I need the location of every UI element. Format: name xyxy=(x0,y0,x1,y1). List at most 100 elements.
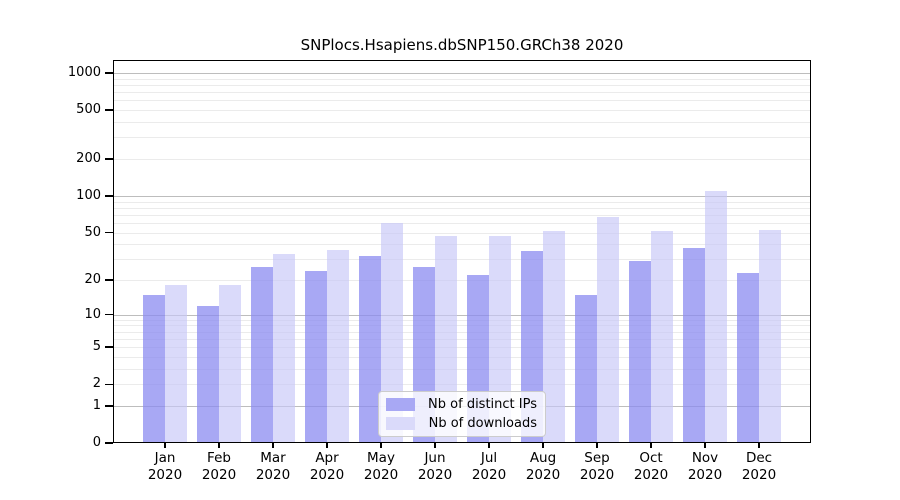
y-tick-label: 5 xyxy=(92,339,101,355)
x-tick-label: Dec 2020 xyxy=(727,450,791,484)
x-tick-month: Sep xyxy=(584,450,610,466)
grid-line-minor xyxy=(113,110,811,112)
x-tick-mark xyxy=(704,443,706,448)
grid-line-minor xyxy=(113,325,811,327)
x-tick-label: Sep 2020 xyxy=(565,450,629,484)
bar-downloads xyxy=(759,230,781,443)
x-tick-year: 2020 xyxy=(633,467,669,483)
bar-downloads xyxy=(597,217,619,443)
legend: Nb of distinct IPs Nb of downloads xyxy=(378,391,546,437)
bar-distinct-ips xyxy=(683,248,705,443)
legend-item-distinct-ips: Nb of distinct IPs xyxy=(386,395,537,414)
y-tick-mark xyxy=(105,313,113,316)
grid-line-minor xyxy=(113,137,811,139)
y-tick-mark xyxy=(105,405,113,407)
bar-downloads xyxy=(651,231,673,443)
x-tick-month: Mar xyxy=(260,450,286,466)
x-tick-mark xyxy=(488,443,490,448)
x-tick-year: 2020 xyxy=(363,467,399,483)
bar-distinct-ips xyxy=(629,260,651,443)
y-tick-label: 0 xyxy=(92,435,101,450)
bar-distinct-ips xyxy=(305,270,327,443)
x-tick-label: May 2020 xyxy=(349,450,413,484)
grid-line-minor xyxy=(113,207,811,209)
legend-swatch-downloads xyxy=(386,417,415,430)
x-tick-label: Jan 2020 xyxy=(133,450,197,484)
y-tick-label: 500 xyxy=(76,102,101,118)
y-tick-mark xyxy=(105,109,113,111)
bar-downloads xyxy=(219,285,241,443)
x-tick-mark xyxy=(380,443,382,448)
x-tick-mark xyxy=(326,443,328,448)
x-tick-month: Jul xyxy=(480,450,498,466)
legend-label: Nb of distinct IPs xyxy=(428,397,537,412)
grid-line-minor xyxy=(113,319,811,321)
grid-line-minor xyxy=(113,280,811,281)
bar-distinct-ips xyxy=(575,294,597,443)
x-tick-month: Feb xyxy=(207,450,231,466)
grid-line-minor xyxy=(113,259,811,261)
grid-line-minor xyxy=(113,384,811,386)
x-tick-year: 2020 xyxy=(147,467,183,483)
x-tick-year: 2020 xyxy=(255,467,291,483)
x-tick-mark xyxy=(164,443,166,448)
x-tick-year: 2020 xyxy=(471,467,507,483)
bar-downloads xyxy=(543,231,565,443)
y-tick-label: 200 xyxy=(76,151,101,166)
y-tick-label: 10 xyxy=(84,306,101,322)
x-tick-label: Nov 2020 xyxy=(673,450,737,484)
bar-distinct-ips xyxy=(359,255,381,443)
x-tick-label: Apr 2020 xyxy=(295,450,359,484)
x-tick-label: Feb 2020 xyxy=(187,450,251,484)
x-tick-label: Oct 2020 xyxy=(619,450,683,484)
legend-label: Nb of downloads xyxy=(428,416,537,431)
y-tick-label: 100 xyxy=(76,187,101,203)
x-tick-month: Nov xyxy=(691,450,719,466)
y-tick-mark xyxy=(105,72,113,74)
grid-line-minor xyxy=(113,122,811,123)
x-tick-mark xyxy=(434,443,436,448)
legend-item-downloads: Nb of downloads xyxy=(386,414,537,433)
y-tick-mark xyxy=(105,442,113,444)
bar-downloads xyxy=(165,285,187,443)
legend-swatch-distinct-ips xyxy=(386,398,415,411)
x-tick-year: 2020 xyxy=(309,467,345,483)
grid-line-minor xyxy=(113,368,811,370)
grid-line-minor xyxy=(113,159,811,160)
grid-line-minor xyxy=(113,78,811,80)
x-tick-label: Jul 2020 xyxy=(457,450,521,484)
y-tick-label: 50 xyxy=(84,224,101,240)
bar-downloads xyxy=(705,190,727,443)
y-tick-label: 2 xyxy=(92,376,101,392)
x-tick-year: 2020 xyxy=(201,467,237,483)
x-tick-month: Oct xyxy=(639,450,663,466)
bar-downloads xyxy=(327,249,349,443)
bar-distinct-ips xyxy=(251,266,273,443)
chart-title: SNPlocs.Hsapiens.dbSNP150.GRCh38 2020 xyxy=(300,36,624,54)
x-tick-year: 2020 xyxy=(525,467,561,483)
y-tick-mark xyxy=(105,279,113,281)
grid-line-minor xyxy=(113,201,811,203)
plot-area xyxy=(113,60,811,443)
bar-downloads xyxy=(273,254,295,443)
x-tick-label: Aug 2020 xyxy=(511,450,575,484)
grid-line-minor xyxy=(113,347,811,349)
y-tick-mark xyxy=(105,195,113,197)
y-tick-label: 1000 xyxy=(67,65,101,80)
bar-distinct-ips xyxy=(197,305,219,443)
x-tick-month: Dec xyxy=(745,450,773,466)
x-tick-year: 2020 xyxy=(687,467,723,483)
grid-line-major xyxy=(113,73,811,74)
x-tick-month: May xyxy=(367,450,395,466)
grid-line-minor xyxy=(113,356,811,358)
grid-line-minor xyxy=(113,232,811,234)
x-tick-mark xyxy=(218,443,220,448)
x-tick-label: Jun 2020 xyxy=(403,450,467,484)
y-tick-label: 1 xyxy=(92,397,101,413)
bar-downloads xyxy=(381,222,403,443)
grid-line-minor xyxy=(113,222,811,224)
x-tick-month: Apr xyxy=(315,450,339,466)
x-tick-mark xyxy=(650,443,652,448)
y-tick-label: 20 xyxy=(84,272,101,287)
grid-line-minor xyxy=(113,244,811,246)
